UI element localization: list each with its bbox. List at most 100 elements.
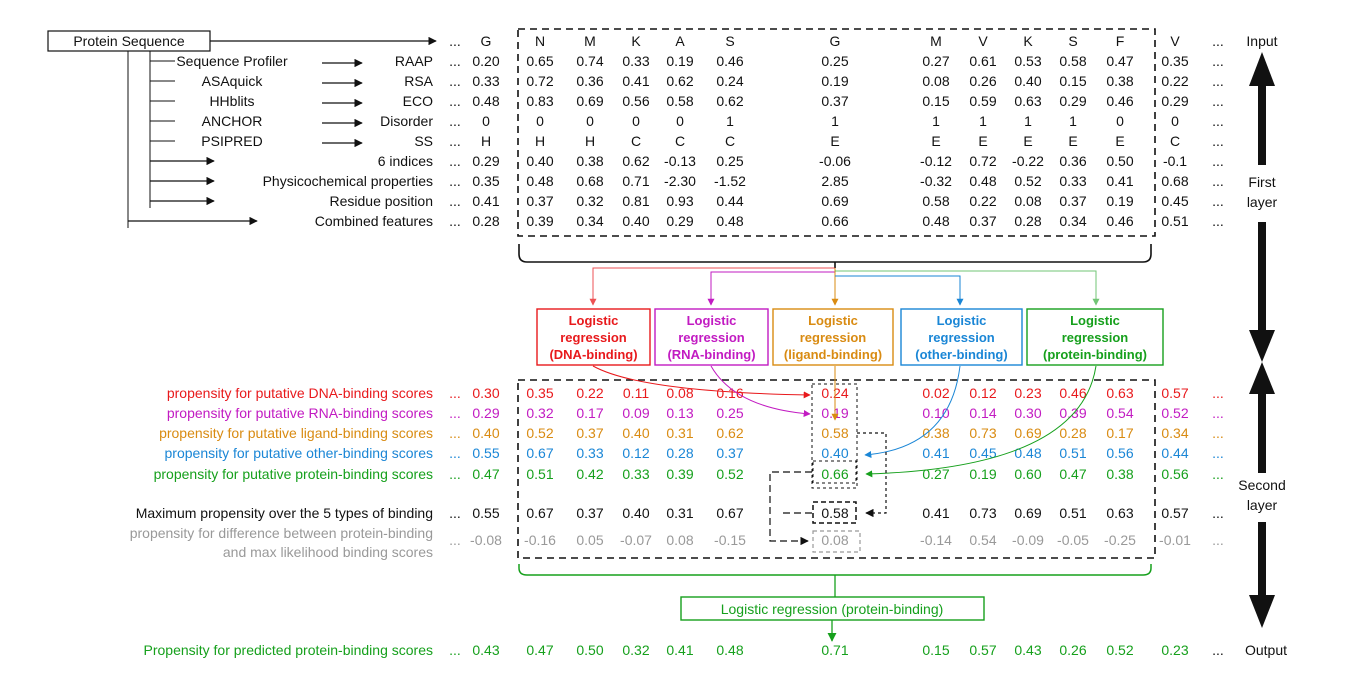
logistic-box-text: regression: [928, 330, 995, 345]
feature-value: 0.69: [821, 193, 848, 209]
feature-value: 0.44: [716, 193, 743, 209]
first-layer-models: Logistic regression (DNA-binding) Logistic r…: [536, 267, 1164, 366]
fanout-other: [835, 275, 964, 306]
feature-label: RAAP: [395, 53, 433, 69]
second-row-value: 0.12: [622, 445, 649, 461]
feature-row: Combined features... 0.28 0.39 0.34 0.40 0.29…: [315, 213, 1224, 229]
tool-label: PSIPRED: [201, 133, 262, 149]
feature-value: 1: [1024, 113, 1032, 129]
second-row-value: 0.57: [1161, 505, 1188, 521]
feature-value: 0.62: [622, 153, 649, 169]
logistic-box-text: regression: [800, 330, 867, 345]
logistic-box-text: Logistic: [687, 313, 737, 328]
feature-value: -1.52: [714, 173, 746, 189]
logistic-box-text: regression: [1062, 330, 1129, 345]
output-value: 0.43: [472, 642, 499, 658]
second-row-value: 0.33: [576, 445, 603, 461]
feature-value: M: [930, 33, 942, 49]
ellipsis-left: ...: [449, 133, 461, 149]
stage-input-label: Input: [1246, 33, 1277, 49]
feature-value: 2.85: [821, 173, 848, 189]
feature-value: 0: [586, 113, 594, 129]
feature-value: 0.33: [622, 53, 649, 69]
second-row-value: 0.45: [969, 445, 996, 461]
feature-value: 0.08: [1014, 193, 1041, 209]
feature-value: 0.68: [576, 173, 603, 189]
second-row-value: 0.38: [922, 425, 949, 441]
feature-value: 0.22: [1161, 73, 1188, 89]
second-row-value: 0.51: [1059, 505, 1086, 521]
output-value: 0.23: [1161, 642, 1188, 658]
second-row-value: 0.51: [526, 466, 553, 482]
feature-value: 0.37: [821, 93, 848, 109]
feature-value: H: [535, 133, 545, 149]
feature-value: 0.47: [1106, 53, 1133, 69]
second-row-value: 0.17: [576, 405, 603, 421]
second-row-value: 0.39: [666, 466, 693, 482]
ellipsis-right: ...: [1212, 173, 1224, 189]
feature-value: 0.34: [576, 213, 603, 229]
second-row-value: 0.67: [526, 445, 553, 461]
output-arrow-rna: [710, 365, 811, 417]
ellipsis-right: ...: [1212, 213, 1224, 229]
second-layer-rows: propensity for putative DNA-binding scor…: [130, 385, 1224, 560]
ellipsis-left: ...: [449, 173, 461, 189]
feature-value: 0.25: [716, 153, 743, 169]
ellipsis-right: ...: [1212, 193, 1224, 209]
feature-value: K: [631, 33, 641, 49]
feature-value: 0.68: [1161, 173, 1188, 189]
second-row-value: 0.69: [1014, 425, 1041, 441]
feature-value: 0.74: [576, 53, 603, 69]
feature-value: C: [631, 133, 641, 149]
feature-value: 0.19: [821, 73, 848, 89]
first-layer-dashed-box: [517, 28, 1156, 237]
second-row-other: propensity for putative other-binding sc…: [165, 445, 1224, 461]
second-row-value: 0.32: [526, 405, 553, 421]
feature-value: 0.20: [472, 53, 499, 69]
logistic-box-text: Logistic: [1070, 313, 1120, 328]
fanout-protein: [835, 270, 1100, 306]
feature-value: C: [675, 133, 685, 149]
stage-arrow-down-bottom: [1249, 595, 1275, 628]
feature-value: S: [1068, 33, 1077, 49]
feature-value: 0.29: [666, 213, 693, 229]
logistic-box-protein: Logistic regression (protein-binding): [1026, 308, 1164, 366]
ellipsis-right: ...: [1212, 113, 1224, 129]
feature-value: 1: [932, 113, 940, 129]
second-row-value: 0.08: [821, 532, 848, 548]
stage-bar-bottom: [1258, 522, 1266, 597]
feature-value: 0.46: [716, 53, 743, 69]
second-row-value: 0.52: [526, 425, 553, 441]
second-row-value: 0.34: [1161, 425, 1188, 441]
feature-value: 0.46: [1106, 213, 1133, 229]
feature-row: SS... H H H C C C E E E E E E C...: [414, 133, 1224, 149]
ellipsis-left: ...: [449, 193, 461, 209]
feature-value: 0.93: [666, 193, 693, 209]
feature-value: 0.29: [472, 153, 499, 169]
stage-arrow-up-second: [1249, 362, 1275, 394]
stage-bar-top: [1258, 85, 1266, 165]
ellipsis-left: ...: [449, 642, 461, 658]
second-row-value: 0.58: [821, 505, 848, 521]
feature-row: ECO... 0.48 0.83 0.69 0.56 0.58 0.62 0.37 0.15 0.…: [403, 93, 1224, 109]
feature-label: SS: [414, 133, 433, 149]
second-row-value: 0.33: [622, 466, 649, 482]
feature-value: 0.36: [1059, 153, 1086, 169]
second-row-value: 0.48: [1014, 445, 1041, 461]
feature-value: S: [725, 33, 734, 49]
feature-value: -0.22: [1012, 153, 1044, 169]
feature-value: A: [675, 33, 685, 49]
feature-value: 0.25: [821, 53, 848, 69]
feature-value: E: [1068, 133, 1077, 149]
ellipsis-right: ...: [1212, 445, 1224, 461]
second-row-label: propensity for difference between protei…: [130, 525, 433, 541]
feature-value: 0.08: [922, 73, 949, 89]
feature-value: 0: [676, 113, 684, 129]
logistic-box-text: Logistic: [937, 313, 987, 328]
output-value: 0.32: [622, 642, 649, 658]
second-row-value: 0.63: [1106, 385, 1133, 401]
feature-value: 0.28: [1014, 213, 1041, 229]
ellipsis-right: ...: [1212, 153, 1224, 169]
output-value: 0.48: [716, 642, 743, 658]
feature-value: 0.45: [1161, 193, 1188, 209]
